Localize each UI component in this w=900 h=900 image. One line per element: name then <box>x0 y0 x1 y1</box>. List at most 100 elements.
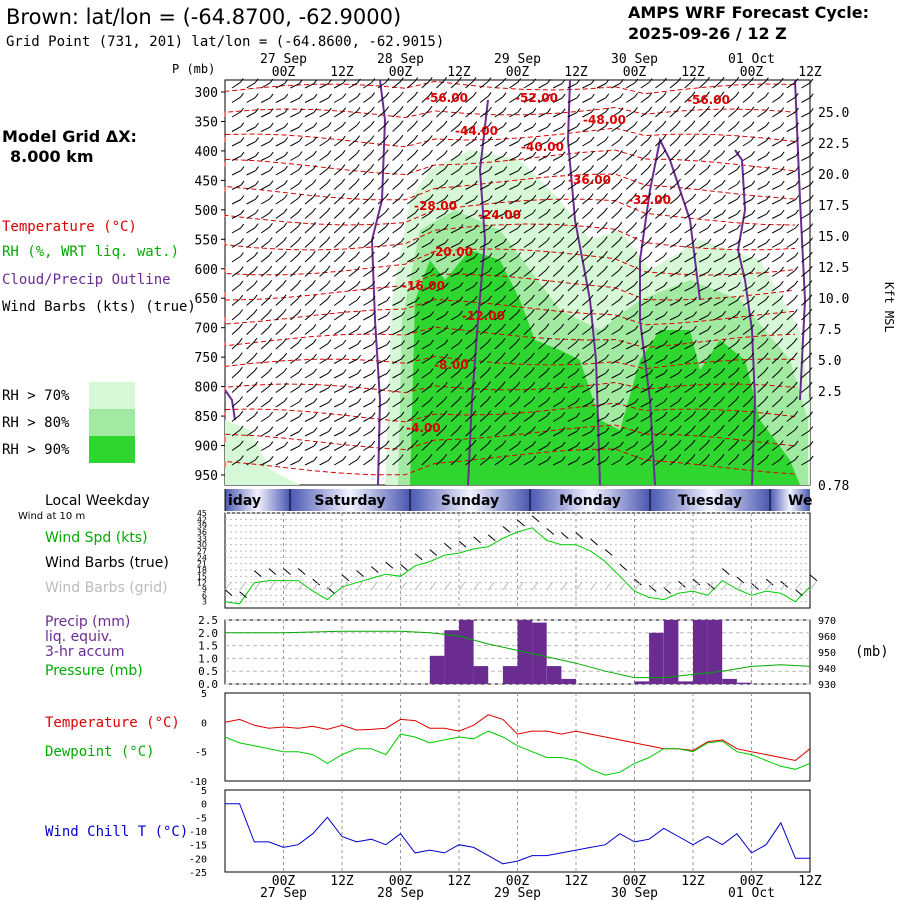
wind-barb-flag <box>488 238 493 244</box>
wind-barb-flag <box>795 195 800 200</box>
wind-barb <box>801 155 811 161</box>
wind-barb-flag <box>795 137 800 142</box>
wind-barb <box>552 155 563 161</box>
wind-barb <box>465 342 474 350</box>
wind-barb-flag <box>809 426 814 431</box>
wind-barb-flag <box>313 456 318 461</box>
wind-barb-flag <box>356 295 361 301</box>
wind-barb-flag <box>269 166 274 171</box>
wind-barb-flag <box>576 151 580 156</box>
wind-barb <box>640 167 649 176</box>
wind-barb <box>698 371 708 379</box>
pressure-tick-label: 950 <box>818 648 836 659</box>
wind-barb-flag <box>809 237 813 243</box>
wind-barb <box>538 241 547 248</box>
wind-barb <box>625 373 636 379</box>
top-hour-label: 12Z <box>330 65 354 80</box>
wind-barb <box>552 126 563 132</box>
wind-barb <box>801 198 811 205</box>
wind-barb <box>275 126 286 132</box>
wind-barb-flag <box>619 455 624 461</box>
wind-barb <box>771 199 782 205</box>
wind-barb-flag <box>415 325 420 331</box>
wind-barb-flag <box>605 79 610 84</box>
wind-barb-flag <box>736 150 741 156</box>
wind-barb <box>655 138 664 147</box>
wind-barb-flag <box>721 150 726 155</box>
precip-tick-label: 0.5 <box>198 665 218 678</box>
wind-barb <box>742 458 752 466</box>
wind-barb <box>348 82 358 89</box>
wind-barb-flag <box>253 352 258 358</box>
wind-barb <box>625 299 635 306</box>
wind-barb-flag <box>691 164 696 169</box>
wind-barb-flag <box>502 440 507 445</box>
precip-bar <box>693 620 708 684</box>
weekday-label: Sunday <box>441 493 499 509</box>
weekday-label: Monday <box>559 493 621 509</box>
wind-barb <box>801 241 810 248</box>
wind-barb-flag <box>576 427 581 432</box>
wind-barb-flag <box>721 179 726 185</box>
wind-barb <box>669 95 678 103</box>
wind-barb <box>333 125 343 132</box>
wind-barb <box>757 399 766 408</box>
wind-barb <box>640 110 650 118</box>
wind-barb-flag <box>473 180 478 186</box>
wind-barb <box>363 458 372 466</box>
wind-barb-flag <box>430 223 434 229</box>
wind-barb-flag <box>501 366 506 372</box>
wind-barb-flag <box>574 279 579 285</box>
wind-barb-flag <box>780 238 785 243</box>
wind-barb <box>304 126 315 132</box>
surface-wind-barb <box>297 568 306 575</box>
wind-barb <box>801 126 811 132</box>
wind-barb <box>290 140 300 147</box>
wind-barb-flag <box>721 165 726 170</box>
wind-barb-flag <box>414 208 419 214</box>
wind-barb-flag <box>326 178 331 184</box>
wind-barb <box>406 109 415 118</box>
wind-barb <box>728 228 738 234</box>
wind-barb-flag <box>473 106 477 112</box>
wind-barb-flag <box>457 395 462 401</box>
wind-barb-flag <box>517 238 522 243</box>
wind-barb <box>231 444 241 451</box>
wind-barb <box>450 457 459 466</box>
wind-barb-flag <box>328 383 332 389</box>
wind-barb-flag <box>647 149 652 155</box>
wind-barb <box>260 226 270 234</box>
wind-barb <box>625 387 636 393</box>
wind-barb <box>611 111 621 118</box>
temperature-contour-label: -56.00 <box>425 91 468 105</box>
wind-barb-flag <box>531 237 536 243</box>
wind-barb-flag <box>590 398 595 403</box>
wind-barb-flag <box>634 295 638 301</box>
wind-barb-flag <box>428 425 433 430</box>
wind-barb <box>450 110 459 118</box>
wind-barb <box>479 443 489 451</box>
wind-barb-flag <box>370 207 375 213</box>
grid-wind-barb <box>443 581 451 591</box>
wind-barb-flag <box>326 265 331 271</box>
wind-barb <box>684 457 693 466</box>
wind-barb <box>596 402 607 408</box>
wind-barb <box>392 182 401 190</box>
wind-barb-flag <box>370 192 375 198</box>
wind-barb-flag <box>459 209 464 215</box>
wind-barb <box>231 270 241 277</box>
wind-barb <box>742 313 752 321</box>
wind-barb <box>450 183 460 190</box>
wind-barb-flag <box>311 250 316 256</box>
wind-barb <box>771 81 781 89</box>
wind-barb <box>728 154 737 161</box>
wind-barb <box>552 356 562 364</box>
wind-barb <box>523 227 533 234</box>
wind-barb-flag <box>239 396 244 401</box>
wind-barb <box>494 96 504 103</box>
grid-wind-barb <box>297 581 305 591</box>
height-axis-label: Kft MSL <box>882 282 896 333</box>
wind-barb-flag <box>751 267 756 273</box>
wind-barb <box>596 459 607 466</box>
wind-barb <box>698 212 708 219</box>
